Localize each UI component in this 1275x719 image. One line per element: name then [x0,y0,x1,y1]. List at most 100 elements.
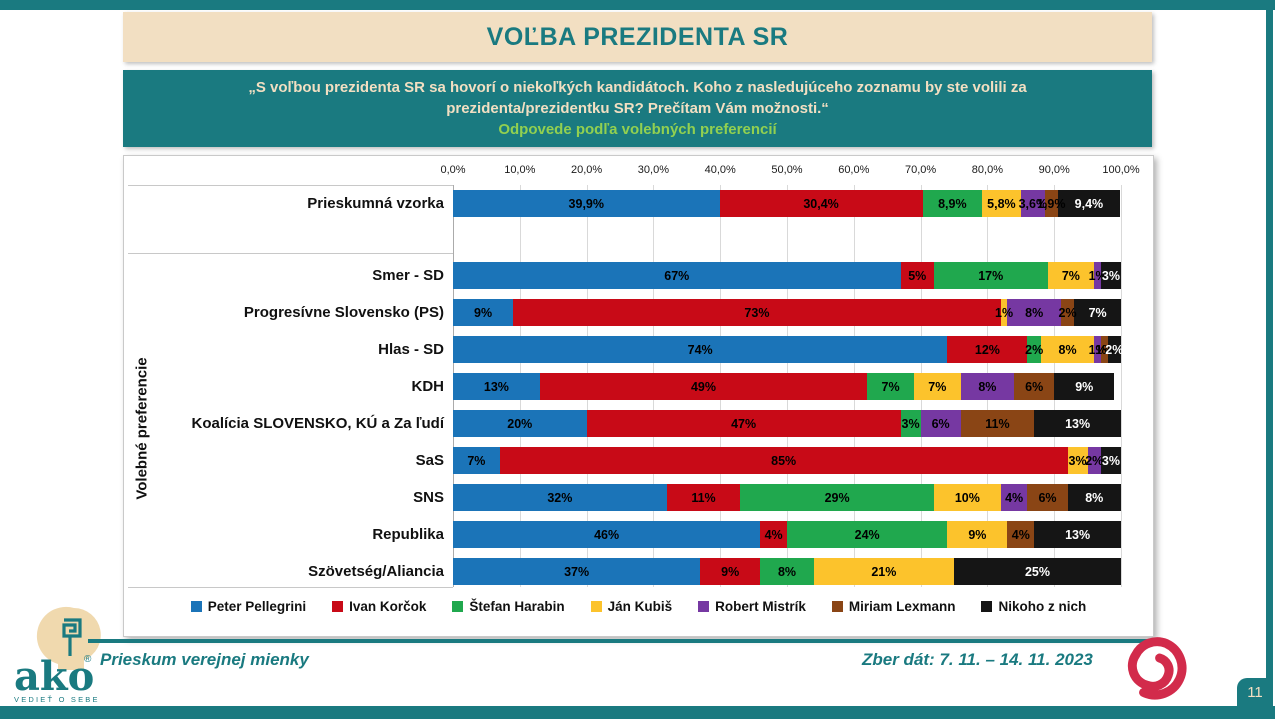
bar-segment [960,373,1015,400]
bar-label: 8% [1085,490,1104,505]
survey-subtitle: Odpovede podľa volebných preferencií [498,121,777,139]
legend-label: Ivan Korčok [349,599,427,614]
bar-segment [453,299,514,326]
bar-segment [922,190,983,217]
x-axis-tick: 70,0% [904,164,937,176]
legend-label: Ján Kubiš [607,599,673,614]
legend-label: Robert Mistrík [715,599,806,614]
category-label: Prieskumná vzorka [307,195,444,212]
bar-segment [700,558,761,585]
bar-label: 7% [467,453,486,468]
x-axis-tick: 50,0% [771,164,803,176]
bar-segment [666,484,741,511]
bar-label: 3% [901,416,920,431]
title-banner: VOĽBA PREZIDENTA SR [123,12,1152,62]
survey-question: „S voľbou prezidenta SR sa hovorí o niek… [248,78,1027,117]
page-number-tab: 11 [1237,678,1273,706]
x-axis-tick: 30,0% [637,164,669,176]
bar-label: 5% [908,268,927,283]
bar-label: 85% [771,453,797,468]
bar-row: 67% 5% 17% 7% 1% 3% [453,262,1121,289]
ako-logo-text: ako [14,653,94,700]
bar-row: 9% 73% 1% 8% 2% 7% [453,299,1121,326]
bar-segment [1100,447,1121,474]
x-axis-tick: 0,0% [440,164,466,176]
ako-logo-reg-mark: ® [84,654,92,665]
page-title: VOĽBA PREZIDENTA SR [486,22,789,51]
slide-bottom-border [0,706,1275,719]
legend-marker-icon [698,601,710,612]
bar-label: 10% [954,490,980,505]
legend-item: Ján Kubiš [590,599,673,614]
legend-marker-icon [190,601,202,612]
bar-label: 9,4% [1074,196,1104,211]
bar-segment [1034,410,1121,437]
legend-item: Robert Mistrík [698,599,806,614]
legend-item: Peter Pellegrini [190,599,306,614]
bar-label: 2% [1105,342,1124,357]
bar-segment [1067,447,1088,474]
question-banner: „S voľbou prezidenta SR sa hovorí o niek… [123,70,1152,147]
bar-segment [453,262,901,289]
bar-segment [453,190,720,217]
bar-segment [1087,447,1101,474]
bar-label: 1% [1088,268,1107,283]
bar-segment [1044,190,1058,217]
bar-row: 32% 11% 29% 10% 4% 6% 8% [453,484,1121,511]
bar-label: 6% [931,416,950,431]
bar-row: 7% 85% 3% 2% 3% [453,447,1121,474]
bar-label: 24% [854,527,880,542]
bar-label: 1% [995,305,1014,320]
x-axis-tick: 20,0% [570,164,603,176]
bar-segment [920,410,961,437]
chart-legend: Peter Pellegrini Ivan Korčok Štefan Harabi… [124,599,1153,614]
bar-label: 25% [1024,564,1051,579]
bar-segment [933,262,1048,289]
bar-label: 8% [1025,305,1044,320]
bar-segment [453,410,587,437]
bar-label: 3% [1101,268,1121,283]
legend-item: Ivan Korčok [332,599,426,614]
bar-label: 12% [974,342,1000,357]
x-axis-tick: 90,0% [1038,164,1070,176]
x-axis-tick: 40,0% [704,164,736,176]
category-axis-line [128,185,453,186]
category-label: SaS [415,452,444,469]
ako-logo-head-icon [36,606,101,670]
bar-label: 8,9% [938,196,967,211]
bar-segment [1000,484,1028,511]
bar-segment [1007,521,1035,548]
category-axis-line [128,253,453,254]
bar-label: 30,4% [803,196,839,211]
bar-segment [1027,484,1068,511]
category-axis-line [128,587,453,588]
bar-segment [453,447,500,474]
bar-row: 37% 9% 8% 21% 25% [453,558,1121,585]
bar-segment [982,190,1021,217]
category-label: Republika [372,526,444,543]
legend-item: Nikoho z nich [981,599,1086,614]
bar-segment [1067,484,1121,511]
bar-segment [1027,336,1041,363]
legend-label: Štefan Harabin [469,599,565,614]
bar-segment [760,521,787,548]
bar-label: 2% [1058,305,1077,320]
bar-label: 32% [547,490,573,505]
bar-label: 5,8% [987,196,1016,211]
bar-segment [813,558,954,585]
ako-logo: ako ® VEDIEŤ O SEBE [14,606,101,704]
bar-label: 9% [721,564,740,579]
bar-label: 46% [594,527,620,542]
legend-label: Nikoho z nich [998,599,1087,614]
category-label: Hlas - SD [378,341,444,358]
bar-label: 29% [824,490,850,505]
bar-row: 74% 12% 2% 8% 1% 1% 2% [453,336,1124,363]
bar-segment [513,299,1001,326]
footer-collection-dates: Zber dát: 7. 11. – 14. 11. 2023 [862,650,1093,669]
bar-label: 6% [1025,379,1044,394]
legend-marker-icon [332,601,344,612]
bar-label: 8% [777,564,797,579]
bar-segment [947,521,1008,548]
chart: Volebné preferencie Peter Pellegrini Ivan… [123,155,1154,637]
bar-segment [1100,262,1121,289]
